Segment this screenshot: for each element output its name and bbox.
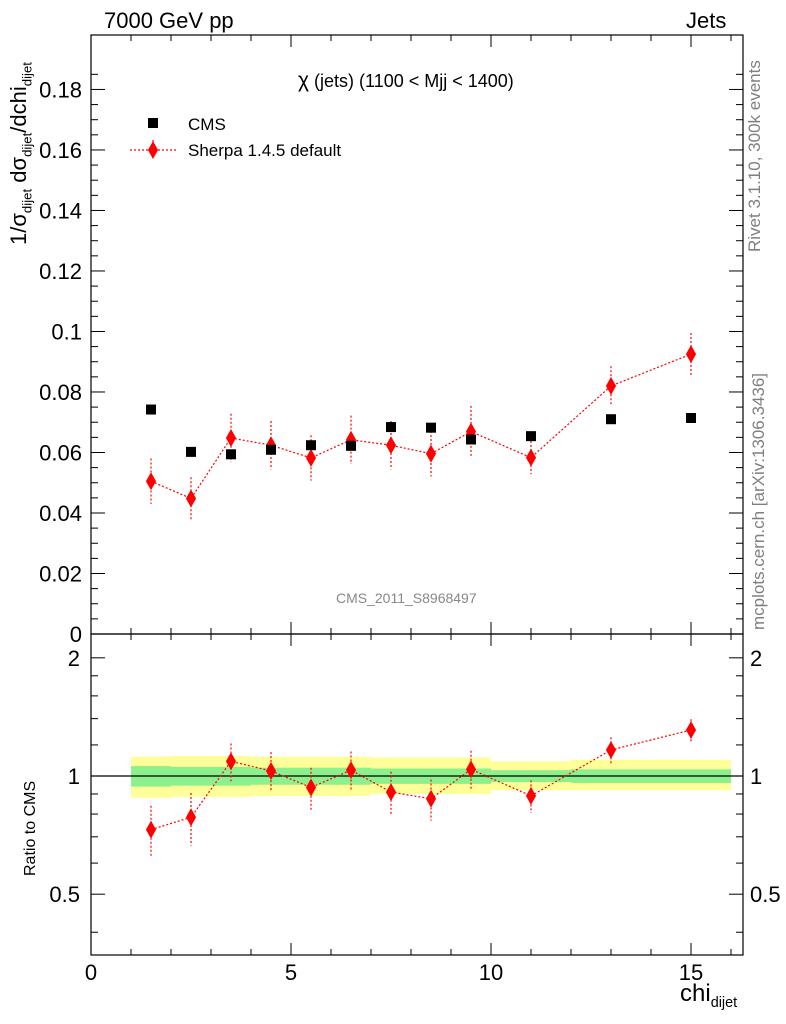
y-tick-label: 0.18 — [39, 77, 82, 102]
ratio-point — [425, 789, 437, 808]
ratio-point — [465, 760, 477, 779]
mc-point — [525, 448, 537, 467]
chart-title-symbol: χ — [298, 69, 310, 92]
ratio-mc-line — [150, 729, 692, 831]
y-tick-label: 2 — [68, 646, 80, 671]
ratio-point — [385, 783, 397, 802]
data-point — [606, 414, 616, 425]
mc-point — [305, 448, 317, 467]
y-tick-label: 0.16 — [39, 138, 82, 163]
data-point — [526, 431, 536, 442]
mcplots-label: mcplots.cern.ch [arXiv:1306.3436] — [749, 372, 768, 630]
y-tick-label: 0.04 — [39, 501, 82, 526]
mc-point — [685, 345, 697, 364]
legend-data-marker — [148, 118, 158, 128]
y-tick-label-right: 1 — [750, 764, 762, 789]
rivet-version-label: Rivet 3.1.10, 300k events — [745, 60, 764, 252]
data-point — [306, 440, 316, 451]
legend-data-label: CMS — [188, 115, 226, 134]
data-point — [466, 434, 476, 445]
analysis-watermark: CMS_2011_S8968497 — [336, 590, 477, 606]
y-tick-label: 0.12 — [39, 259, 82, 284]
data-point — [346, 440, 356, 451]
mc-point — [385, 436, 397, 455]
y-tick-label: 0 — [70, 622, 82, 647]
ratio-point — [605, 740, 617, 759]
x-tick-label: 10 — [479, 960, 503, 985]
y-tick-label: 0.5 — [49, 882, 80, 907]
ratio-y-axis-label: Ratio to CMS — [22, 780, 39, 876]
ratio-point — [265, 761, 277, 780]
y-tick-label-right: 2 — [750, 646, 762, 671]
data-point — [386, 422, 396, 433]
data-point — [266, 444, 276, 455]
mc-point — [145, 472, 157, 491]
mc-line — [150, 353, 692, 500]
ratio-point — [185, 808, 197, 827]
y-tick-label: 0.08 — [39, 380, 82, 405]
header-left: 7000 GeV pp — [104, 8, 234, 33]
ratio-point — [525, 786, 537, 805]
data-point — [426, 422, 436, 433]
ratio-plot-area — [91, 755, 743, 798]
y-tick-label: 0.1 — [51, 319, 82, 344]
data-point — [186, 446, 196, 457]
ratio-point — [685, 720, 697, 739]
ratio-point — [225, 752, 237, 771]
ratio-point — [145, 820, 157, 839]
x-tick-label: 0 — [85, 960, 97, 985]
y-tick-label: 1 — [68, 764, 80, 789]
y-tick-label: 0.06 — [39, 440, 82, 465]
mc-point — [225, 428, 237, 447]
x-tick-label: 15 — [679, 960, 703, 985]
data-point — [686, 412, 696, 423]
mc-point — [425, 444, 437, 463]
legend-mc-marker — [147, 140, 159, 160]
mc-point — [185, 489, 197, 508]
legend-mc-label: Sherpa 1.4.5 default — [188, 141, 342, 160]
ratio-plot-frame — [90, 633, 744, 956]
x-axis-label: chidijet — [680, 980, 738, 1011]
chart-title: χ (jets) (1100 < Mjj < 1400) — [298, 69, 514, 93]
data-point — [146, 404, 156, 415]
y-tick-label: 0.14 — [39, 198, 82, 223]
ratio-point — [345, 761, 357, 780]
y-tick-label-right: 0.5 — [750, 882, 781, 907]
y-tick-label: 0.02 — [39, 561, 82, 586]
header-right: Jets — [686, 8, 727, 33]
data-point — [226, 449, 236, 460]
x-tick-label: 5 — [285, 960, 297, 985]
main-y-axis-label: 1/σdijet dσdijet/dchidijet — [6, 62, 35, 245]
chart-title-text: (jets) (1100 < Mjj < 1400) — [309, 71, 514, 91]
mc-point — [605, 376, 617, 395]
ratio-point — [305, 778, 317, 797]
